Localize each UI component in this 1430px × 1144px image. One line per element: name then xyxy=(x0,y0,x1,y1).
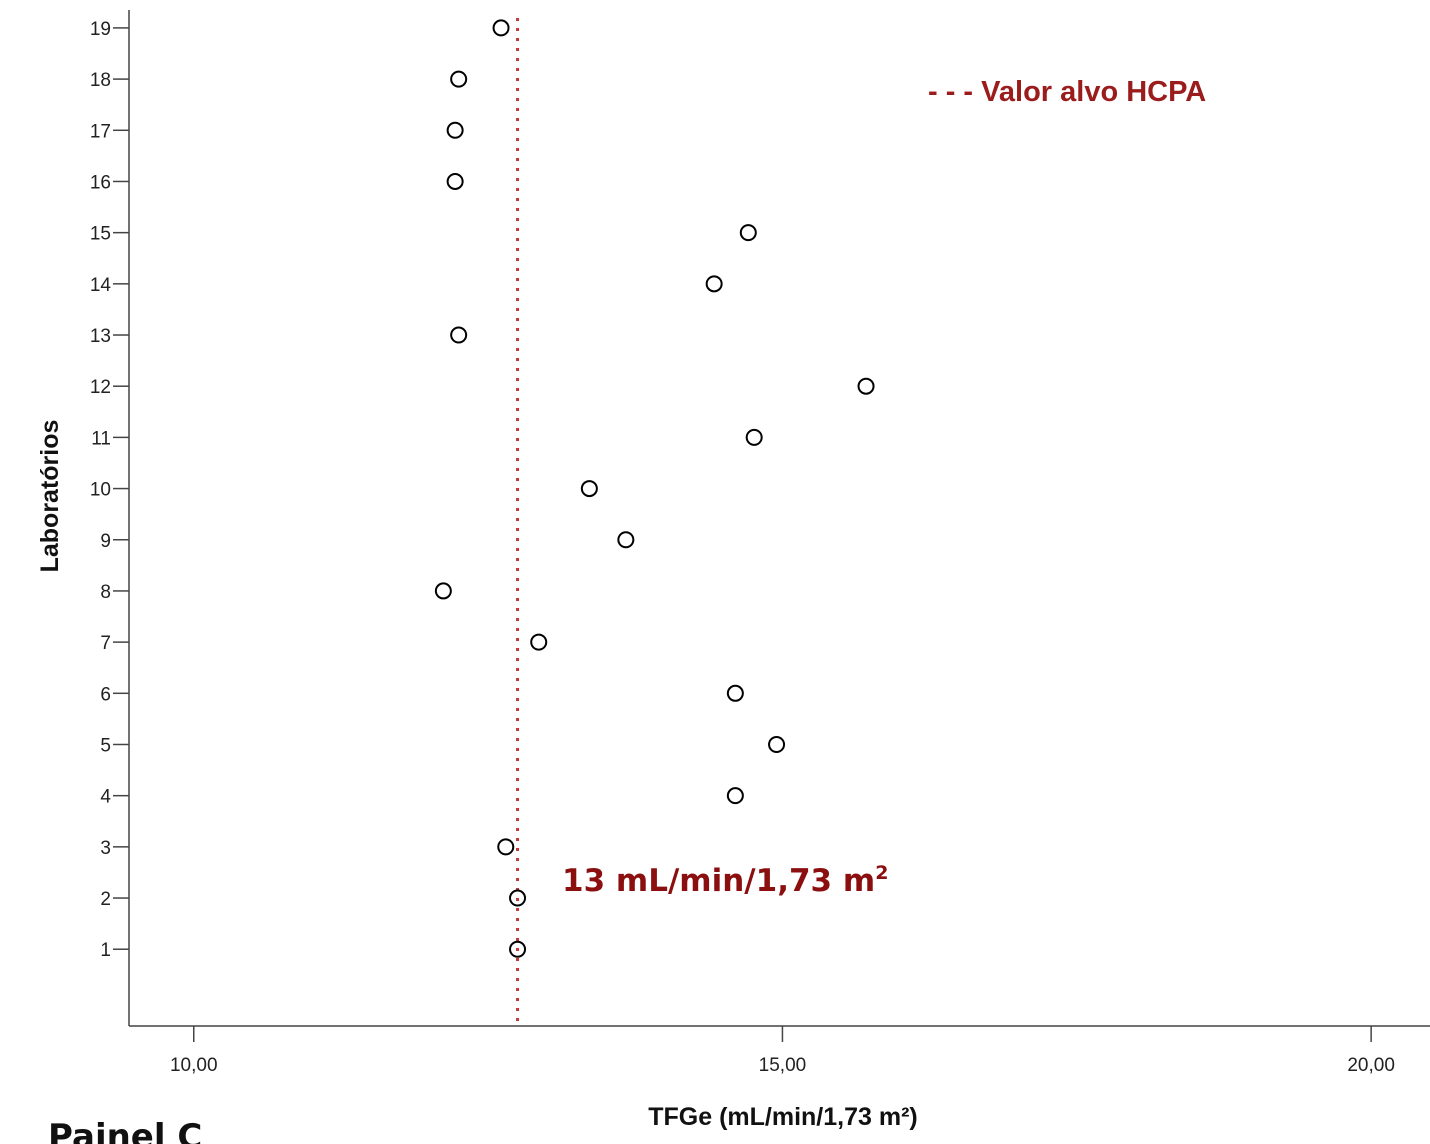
data-point xyxy=(726,787,744,805)
data-point xyxy=(492,19,510,37)
y-tick-label: 10 xyxy=(90,480,111,501)
y-tick-label: 9 xyxy=(100,531,111,552)
data-point xyxy=(497,838,515,856)
data-point xyxy=(530,633,548,651)
x-tick-label: 15,00 xyxy=(759,1055,807,1076)
reference-annotation: 13 mL/min/1,73 m2 xyxy=(562,862,888,899)
axes xyxy=(128,10,1430,1027)
data-point xyxy=(726,684,744,702)
y-tick-label: 7 xyxy=(100,633,111,654)
y-tick-label: 16 xyxy=(90,172,111,193)
x-tick-label: 10,00 xyxy=(170,1055,218,1076)
data-point xyxy=(617,531,635,549)
data-point xyxy=(446,172,464,190)
y-tick-label: 15 xyxy=(90,224,111,245)
data-points xyxy=(434,19,875,958)
x-tick-label: 20,00 xyxy=(1347,1055,1395,1076)
data-point xyxy=(509,889,527,907)
data-point xyxy=(446,121,464,139)
y-tick-label: 12 xyxy=(90,377,111,398)
x-axis-title: TFGe (mL/min/1,73 m²) xyxy=(648,1103,917,1131)
y-tick-label: 5 xyxy=(100,735,111,756)
x-axis-ticks: 10,00 15,00 20,00 xyxy=(170,1026,1395,1076)
panel-label: Painel C xyxy=(48,1117,202,1144)
y-tick-label: 4 xyxy=(100,787,111,808)
y-tick-label: 18 xyxy=(90,70,111,91)
y-tick-label: 6 xyxy=(100,684,111,705)
y-tick-label: 19 xyxy=(90,19,111,40)
y-tick-label: 1 xyxy=(100,940,111,961)
y-tick-label: 11 xyxy=(91,428,111,449)
data-point xyxy=(450,326,468,344)
y-tick-label: 3 xyxy=(100,838,111,859)
data-point xyxy=(580,480,598,498)
y-axis-title: Laboratórios xyxy=(36,420,64,573)
data-point xyxy=(857,377,875,395)
data-point xyxy=(745,428,763,446)
y-tick-label: 14 xyxy=(90,275,112,296)
y-tick-label: 13 xyxy=(90,326,111,347)
data-point xyxy=(450,70,468,88)
y-tick-label: 2 xyxy=(100,889,111,910)
data-point xyxy=(768,735,786,753)
legend-label: - - - Valor alvo HCPA xyxy=(928,76,1206,108)
data-point xyxy=(705,275,723,293)
y-tick-label: 17 xyxy=(90,121,111,142)
data-point xyxy=(434,582,452,600)
data-point xyxy=(739,224,757,242)
y-tick-label: 8 xyxy=(100,582,111,603)
data-point xyxy=(509,940,527,958)
